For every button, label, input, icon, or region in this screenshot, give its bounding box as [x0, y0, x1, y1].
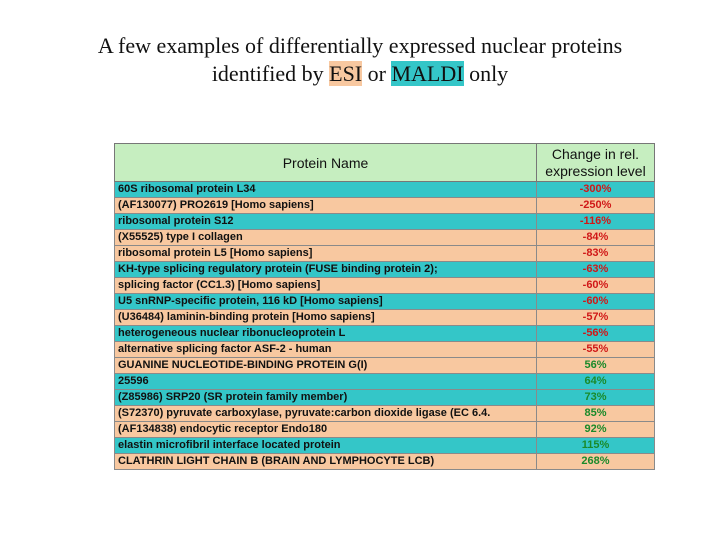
protein-name-cell: (AF130077) PRO2619 [Homo sapiens]	[114, 197, 537, 214]
protein-name-header: Protein Name	[114, 143, 537, 182]
table-row: 60S ribosomal protein L34 -300%	[114, 181, 655, 198]
table-row: elastin microfibril interface located pr…	[114, 437, 655, 454]
expression-change-cell: 92%	[536, 421, 655, 438]
change-header: Change in rel. expression level	[536, 143, 655, 182]
table-row: heterogeneous nuclear ribonucleoprotein …	[114, 325, 655, 342]
title-line-1: A few examples of differentially express…	[97, 33, 623, 58]
protein-name-cell: (AF134838) endocytic receptor Endo180	[114, 421, 537, 438]
protein-name-cell: ribosomal protein S12	[114, 213, 537, 230]
protein-name-cell: CLATHRIN LIGHT CHAIN B (BRAIN AND LYMPHO…	[114, 453, 537, 470]
title-line-2-prefix: identified by	[211, 61, 330, 86]
protein-name-cell: GUANINE NUCLEOTIDE-BINDING PROTEIN G(I)	[114, 357, 537, 374]
protein-name-cell: heterogeneous nuclear ribonucleoprotein …	[114, 325, 537, 342]
table-row: (Z85986) SRP20 (SR protein family member…	[114, 389, 655, 406]
protein-name-cell: elastin microfibril interface located pr…	[114, 437, 537, 454]
protein-name-cell: (U36484) laminin-binding protein [Homo s…	[114, 309, 537, 326]
table-row: ribosomal protein L5 [Homo sapiens] -83%	[114, 245, 655, 262]
table-row: (X55525) type I collagen -84%	[114, 229, 655, 246]
protein-name-cell: (X55525) type I collagen	[114, 229, 537, 246]
expression-change-cell: -83%	[536, 245, 655, 262]
table-header-row: Protein Name Change in rel. expression l…	[114, 143, 655, 182]
title-line-2-suffix: only	[463, 61, 509, 86]
table-row: CLATHRIN LIGHT CHAIN B (BRAIN AND LYMPHO…	[114, 453, 655, 470]
protein-name-cell: KH-type splicing regulatory protein (FUS…	[114, 261, 537, 278]
expression-change-cell: -57%	[536, 309, 655, 326]
expression-change-cell: -60%	[536, 277, 655, 294]
expression-change-cell: -250%	[536, 197, 655, 214]
protein-table: Protein Name Change in rel. expression l…	[114, 143, 655, 470]
protein-name-cell: (Z85986) SRP20 (SR protein family member…	[114, 389, 537, 406]
expression-change-cell: -116%	[536, 213, 655, 230]
table-row: (U36484) laminin-binding protein [Homo s…	[114, 309, 655, 326]
table-body: 60S ribosomal protein L34 -300% (AF130077)…	[114, 181, 655, 470]
expression-change-cell: 64%	[536, 373, 655, 390]
title-line-2: identified by ESI or MALDI only	[0, 60, 720, 88]
expression-change-cell: -56%	[536, 325, 655, 342]
protein-name-cell: (S72370) pyruvate carboxylase, pyruvate:…	[114, 405, 537, 422]
protein-name-cell: 25596	[114, 373, 537, 390]
protein-name-cell: 60S ribosomal protein L34	[114, 181, 537, 198]
expression-change-cell: 268%	[536, 453, 655, 470]
table-row: 25596 64%	[114, 373, 655, 390]
expression-change-cell: -55%	[536, 341, 655, 358]
maldi-label: MALDI	[391, 61, 464, 86]
protein-name-cell: U5 snRNP-specific protein, 116 kD [Homo …	[114, 293, 537, 310]
table-row: U5 snRNP-specific protein, 116 kD [Homo …	[114, 293, 655, 310]
table-row: alternative splicing factor ASF-2 - huma…	[114, 341, 655, 358]
expression-change-cell: 115%	[536, 437, 655, 454]
title-or: or	[362, 61, 392, 86]
esi-label: ESI	[329, 61, 363, 86]
table-row: (S72370) pyruvate carboxylase, pyruvate:…	[114, 405, 655, 422]
table-row: KH-type splicing regulatory protein (FUS…	[114, 261, 655, 278]
slide-title: A few examples of differentially express…	[0, 32, 720, 88]
expression-change-cell: -300%	[536, 181, 655, 198]
table-row: GUANINE NUCLEOTIDE-BINDING PROTEIN G(I) 5…	[114, 357, 655, 374]
protein-name-cell: splicing factor (CC1.3) [Homo sapiens]	[114, 277, 537, 294]
table-row: ribosomal protein S12 -116%	[114, 213, 655, 230]
table-row: (AF134838) endocytic receptor Endo180 92%	[114, 421, 655, 438]
expression-change-cell: 85%	[536, 405, 655, 422]
expression-change-cell: 73%	[536, 389, 655, 406]
protein-name-cell: alternative splicing factor ASF-2 - huma…	[114, 341, 537, 358]
expression-change-cell: -60%	[536, 293, 655, 310]
expression-change-cell: -63%	[536, 261, 655, 278]
protein-name-cell: ribosomal protein L5 [Homo sapiens]	[114, 245, 537, 262]
table-row: (AF130077) PRO2619 [Homo sapiens] -250%	[114, 197, 655, 214]
expression-change-cell: -84%	[536, 229, 655, 246]
expression-change-cell: 56%	[536, 357, 655, 374]
table-row: splicing factor (CC1.3) [Homo sapiens] -6…	[114, 277, 655, 294]
